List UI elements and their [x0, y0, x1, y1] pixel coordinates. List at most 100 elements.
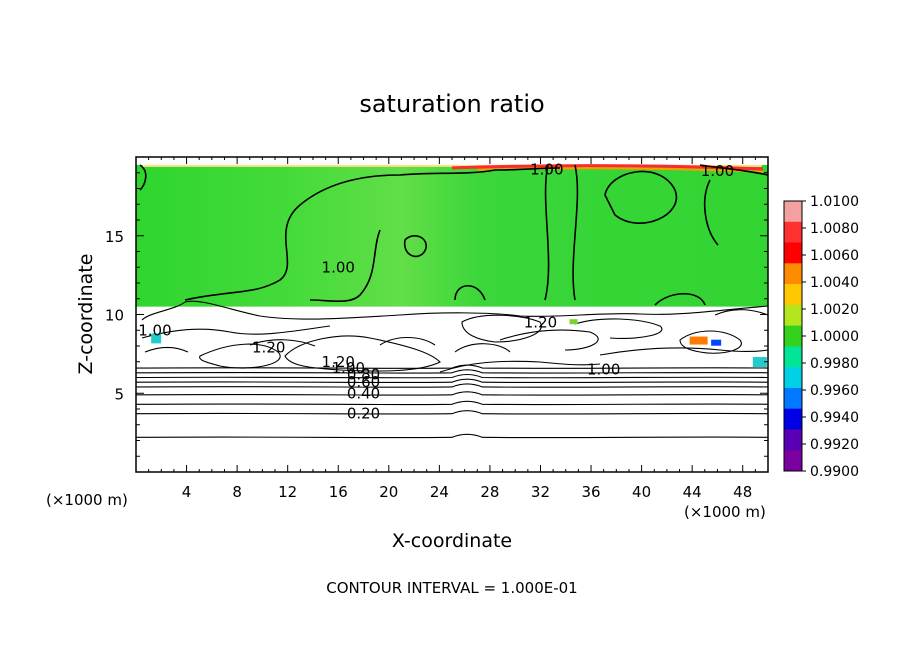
colorbar-label: 0.9900 — [810, 464, 859, 480]
x-axis-ticks: 4 8 12 16 20 24 28 32 36 40 44 48 — [148, 157, 756, 501]
cloud-base-contours — [141, 300, 769, 373]
cloud-contour-line — [454, 343, 511, 353]
colorbar-swatch — [784, 367, 802, 389]
colorbar-swatch — [784, 201, 802, 223]
colorbar-swatch — [784, 284, 802, 306]
contour-label: 1.00 — [587, 361, 620, 379]
horizontal-contour-line — [135, 364, 769, 369]
cloud-contour-line — [141, 325, 331, 339]
colorbar-swatch — [784, 429, 802, 451]
colorbar-label: 1.0100 — [810, 194, 859, 210]
contour-label: 1.00 — [701, 162, 734, 180]
x-tick-label: 40 — [632, 483, 651, 501]
contour-interval-note: CONTOUR INTERVAL = 1.000E-01 — [326, 579, 577, 597]
y-tick-label: 15 — [105, 228, 124, 246]
contour-label: 1.20 — [252, 339, 285, 357]
contour-label: 1.00 — [530, 161, 563, 179]
horizontal-contour-line — [135, 410, 769, 415]
cloud-contour-line — [499, 329, 599, 351]
layer-contour-line — [139, 164, 147, 191]
x-tick-label: 4 — [182, 483, 192, 501]
horizontal-contour-line — [135, 369, 769, 374]
horizontal-contour-line — [135, 391, 769, 396]
layer-contour-line — [544, 164, 550, 301]
chart-title: saturation ratio — [359, 90, 544, 118]
colorbar-swatch — [784, 408, 802, 430]
x-tick-label: 12 — [278, 483, 297, 501]
green-layer-contours — [139, 164, 769, 306]
x-unit-left: (×1000 m) — [46, 491, 128, 509]
colorbar-swatch — [784, 450, 802, 472]
layer-contour-line — [654, 293, 706, 306]
cloud-contour-line — [144, 346, 189, 353]
layer-contour-line — [454, 284, 486, 301]
x-tick-label: 48 — [733, 483, 752, 501]
contour-label: 0.80 — [347, 365, 380, 383]
cloud-contour-line — [461, 314, 542, 343]
cloud-contour-line — [599, 347, 769, 356]
contour-label: 1.00 — [332, 359, 365, 377]
colorbar: 1.0100 1.0080 1.0060 1.0040 1.0020 1.0000 0.99… — [783, 194, 859, 480]
horizontal-contours — [135, 364, 769, 439]
cloud-patch — [569, 319, 578, 325]
colorbar-swatch — [784, 242, 802, 264]
x-tick-label: 16 — [329, 483, 348, 501]
colorbar-swatch — [784, 346, 802, 368]
layer-contour-line — [184, 169, 496, 301]
colorbar-label: 1.0020 — [810, 302, 859, 318]
colorbar-swatch — [784, 221, 802, 244]
x-tick-label: 44 — [683, 483, 702, 501]
cloud-contour-line — [574, 318, 663, 339]
colorbar-label: 1.0040 — [810, 275, 859, 291]
y-axis-label: Z-coordinate — [75, 254, 97, 375]
cloud-contour-line — [379, 336, 436, 346]
layer-contour-line — [699, 164, 769, 176]
contour-label: 1.20 — [322, 353, 355, 371]
cloud-patch — [151, 333, 162, 344]
x-tick-label: 28 — [480, 483, 499, 501]
x-tick-label: 20 — [379, 483, 398, 501]
horizontal-contour-line — [135, 433, 769, 439]
y-tick-label: 5 — [114, 385, 124, 403]
top-white-band — [136, 157, 768, 165]
contour-label: 0.60 — [347, 373, 380, 391]
colorbar-label: 0.9980 — [810, 356, 859, 372]
colorbar-swatch — [784, 387, 802, 410]
colorbar-label: 1.0080 — [810, 221, 859, 237]
horizontal-contour-line — [135, 400, 769, 406]
x-unit-right: (×1000 m) — [684, 503, 766, 521]
contour-labels: 1.00 1.001.001.001.201.201.201.000.800.60… — [138, 161, 734, 423]
y-axis-ticks: 5 10 15 — [105, 172, 768, 457]
x-tick-label: 36 — [581, 483, 600, 501]
colorbar-label: 0.9920 — [810, 437, 859, 453]
cloud-patch — [711, 339, 722, 346]
colorbar-swatch — [784, 325, 802, 347]
contour-label: 1.00 — [138, 321, 171, 339]
supersaturated-layer — [136, 164, 768, 307]
layer-contour-line — [572, 164, 579, 301]
cloud-contour-line — [714, 309, 769, 316]
contour-label: 0.40 — [347, 384, 380, 402]
colorbar-label: 0.9940 — [810, 410, 859, 426]
colorbar-label: 1.0060 — [810, 248, 859, 264]
colorbar-swatch — [784, 304, 802, 327]
horizontal-contour-line — [135, 383, 769, 388]
cloud-contour-line — [439, 360, 601, 373]
x-tick-label: 24 — [430, 483, 449, 501]
cloud-contour-line — [249, 339, 316, 347]
colorbar-swatch — [784, 263, 802, 285]
horizontal-contour-line — [135, 373, 769, 379]
x-axis-label: X-coordinate — [392, 530, 512, 552]
cloud-contour-line — [679, 330, 742, 354]
cloud-contour-line — [284, 335, 441, 372]
layer-contour-line — [494, 167, 561, 171]
layer-contour-line — [404, 235, 427, 258]
contour-label: 1.20 — [524, 313, 557, 331]
contour-label: 0.20 — [347, 405, 380, 423]
x-tick-label: 32 — [531, 483, 550, 501]
contour-label: 1.00 — [322, 258, 355, 276]
cloud-contour-line — [199, 343, 281, 369]
layer-contour-line — [604, 170, 678, 224]
y-tick-label: 10 — [105, 307, 124, 325]
